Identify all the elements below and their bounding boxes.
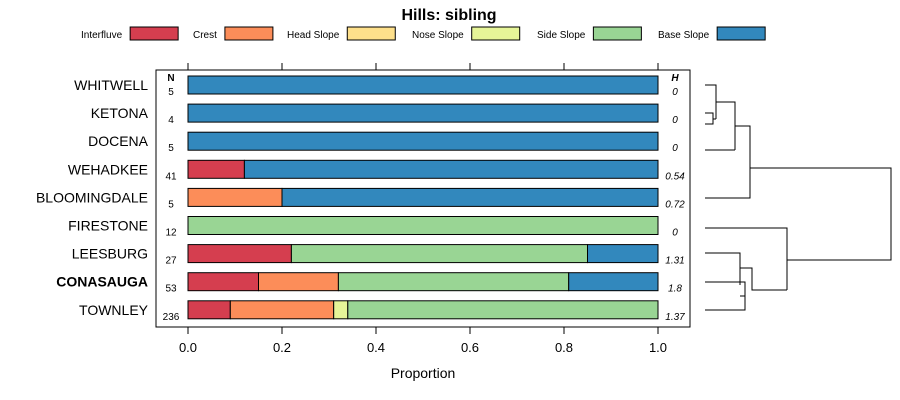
bar-segment: [187, 300, 231, 320]
bars: [187, 75, 659, 320]
legend-swatch: [592, 26, 642, 41]
category-label: WHITWELL: [74, 77, 148, 93]
h-header: H: [671, 73, 679, 84]
n-label: 27: [165, 256, 177, 267]
n-label: 4: [168, 115, 174, 126]
legend-swatch: [471, 26, 521, 41]
h-label: 0: [672, 87, 678, 98]
category-label: TOWNLEY: [79, 302, 149, 318]
bar-segment: [187, 75, 659, 95]
h-label: 1.31: [665, 256, 684, 267]
legend-swatch: [716, 26, 766, 41]
x-tick-label: 0.0: [179, 340, 197, 355]
bar-segment: [333, 300, 349, 320]
bar-segment: [187, 159, 245, 179]
legend-swatch: [224, 26, 274, 41]
x-tick-label: 0.8: [555, 340, 573, 355]
dendrogram: [705, 84, 892, 311]
category-label: BLOOMINGDALE: [36, 189, 148, 205]
dendro-link: [705, 281, 746, 311]
legend-swatch: [346, 26, 396, 41]
h-label: 0.54: [665, 171, 685, 182]
legend-swatch: [129, 26, 179, 41]
legend-label: Base Slope: [658, 30, 710, 41]
bar-segment: [290, 244, 588, 264]
dendro-link: [705, 252, 741, 285]
category-label: FIRESTONE: [68, 218, 148, 234]
bar-segment: [229, 300, 335, 320]
bar-segment: [187, 272, 259, 292]
plot-frame: [155, 69, 691, 328]
bar-segment: [258, 272, 339, 292]
x-tick-label: 1.0: [649, 340, 667, 355]
category-labels: WHITWELL KETONA DOCENA WEHADKEE BLOOMINGDALE…: [36, 77, 149, 318]
bar-segment: [337, 272, 570, 292]
category-label: KETONA: [91, 105, 149, 121]
h-label: 0.72: [665, 199, 685, 210]
bar-segment: [187, 244, 292, 264]
category-label: DOCENA: [88, 133, 149, 149]
legend-label: Head Slope: [287, 30, 340, 41]
category-label: CONASAUGA: [56, 274, 148, 290]
bar-segment: [187, 216, 659, 235]
n-label: 5: [168, 199, 174, 210]
x-tick-label: 0.6: [461, 340, 479, 355]
legend-label: Side Slope: [537, 30, 586, 41]
n-label: 12: [165, 228, 177, 239]
h-label: 1.8: [668, 284, 682, 295]
n-header: N: [167, 73, 174, 84]
bar-segment: [347, 300, 659, 320]
h-label: 0: [672, 115, 678, 126]
bar-segment: [187, 103, 659, 123]
h-label: 1.37: [665, 312, 685, 323]
h-label: 0: [672, 228, 678, 239]
bar-segment: [281, 187, 659, 207]
dendro-link: [705, 125, 751, 199]
dendro-link: [750, 167, 892, 261]
legend-label: Crest: [193, 30, 217, 41]
bar-segment: [187, 131, 659, 151]
dendro-link: [705, 112, 714, 125]
top-axis-ticks: [187, 63, 659, 70]
bar-segment: [587, 244, 659, 264]
legend-label: Interfluve: [81, 30, 123, 41]
n-label: 5: [168, 87, 174, 98]
n-label: 53: [165, 284, 177, 295]
n-label: 41: [165, 171, 177, 182]
bar-segment: [568, 272, 659, 292]
legend-label: Nose Slope: [412, 30, 464, 41]
bar-segment: [243, 159, 659, 179]
x-axis: 0.0 0.2 0.4 0.6 0.8 1.0: [179, 327, 667, 355]
category-label: LEESBURG: [72, 246, 148, 262]
dendro-link: [740, 267, 787, 291]
x-axis-label: Proportion: [391, 365, 456, 381]
h-label: 0: [672, 143, 678, 154]
bar-segment: [187, 187, 283, 207]
x-tick-label: 0.4: [367, 340, 385, 355]
n-label: 5: [168, 143, 174, 154]
legend: Interfluve Crest Head Slope Nose Slope Side …: [81, 26, 766, 41]
n-label: 236: [163, 312, 180, 323]
n-labels: 5 4 5 41 5 12 27 53 236: [163, 87, 180, 323]
dendro-link: [716, 101, 736, 150]
h-labels: 0 0 0 0.54 0.72 0 1.31 1.8 1.37: [665, 87, 685, 323]
dendro-link: [705, 227, 788, 290]
x-tick-label: 0.2: [273, 340, 291, 355]
dendro-link: [705, 84, 717, 119]
chart-title: Hills: sibling: [401, 7, 496, 24]
category-label: WEHADKEE: [68, 161, 148, 177]
